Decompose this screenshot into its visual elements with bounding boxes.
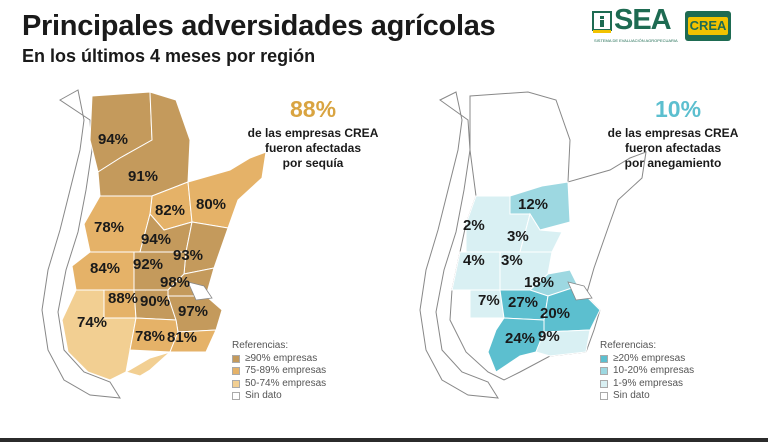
legend-label: ≥90% empresas <box>245 352 318 364</box>
flood-stat-value: 10% <box>655 96 702 122</box>
drought-label-11: 90% <box>140 293 170 310</box>
flood-label-3: 4% <box>463 252 485 269</box>
drought-label-10: 88% <box>108 290 138 307</box>
flood-label-4: 3% <box>501 252 523 269</box>
legend-label: 10-20% empresas <box>613 365 695 376</box>
sea-logo-text: SEA <box>614 4 672 36</box>
flood-stat-line: de las empresas CREA <box>607 126 739 140</box>
drought-label-13: 74% <box>77 314 107 331</box>
crea-logo: CREA <box>685 11 731 41</box>
legend-swatch <box>600 354 608 363</box>
drought-map-outline <box>41 89 121 399</box>
flood-label-7: 27% <box>508 294 538 311</box>
sea-logo-tagline: SISTEMA DE EVALUACIÓN AGROPECUARIA <box>594 38 678 43</box>
drought-label-1: 91% <box>128 168 158 185</box>
drought-legend-item: 50-74% empresas <box>232 378 326 391</box>
flood-legend-title: Referencias: <box>600 340 657 351</box>
drought-river-bay <box>187 281 213 301</box>
crea-logo-text: CREA <box>688 17 728 35</box>
page-subtitle: En los últimos 4 meses por región <box>22 46 316 66</box>
legend-swatch <box>600 392 608 401</box>
flood-label-6: 7% <box>478 292 500 309</box>
drought-label-4: 78% <box>94 219 124 236</box>
flood-label-8: 20% <box>540 305 570 322</box>
drought-region-15 <box>169 329 217 353</box>
drought-label-15: 81% <box>167 329 197 346</box>
flood-map-outline-west <box>419 91 499 399</box>
drought-legend-title: Referencias: <box>232 340 289 351</box>
flood-stat-line: por anegamiento <box>624 156 722 170</box>
legend-label: Sin dato <box>613 390 650 401</box>
legend-swatch <box>232 367 240 376</box>
legend-label: ≥20% empresas <box>613 352 686 364</box>
drought-label-9: 98% <box>160 274 190 291</box>
flood-river-bay <box>567 281 593 301</box>
flood-label-9: 24% <box>505 330 535 347</box>
flood-label-5: 18% <box>524 274 554 291</box>
flood-region-10 <box>535 329 591 357</box>
drought-stat-line: de las empresas CREA <box>247 126 379 140</box>
flood-label-2: 3% <box>507 228 529 245</box>
drought-label-2: 82% <box>155 202 185 219</box>
legend-swatch <box>232 354 240 363</box>
flood-label-0: 12% <box>518 196 548 213</box>
page-title: Principales adversidades agrícolas <box>22 10 496 42</box>
flood-stat-description: de las empresas CREA fueron afectadas po… <box>588 126 758 171</box>
flood-stat-line: fueron afectadas <box>624 141 722 155</box>
drought-label-14: 78% <box>135 328 165 345</box>
drought-stat-line: fueron afectadas <box>264 141 362 155</box>
legend-swatch <box>600 367 608 376</box>
legend-swatch <box>232 379 240 388</box>
flood-legend-item: 10-20% empresas <box>600 365 694 378</box>
drought-legend-item: Sin dato <box>232 390 326 403</box>
flood-legend-item: Sin dato <box>600 390 694 403</box>
flood-label-10: 9% <box>538 328 560 345</box>
drought-legend-item: 75-89% empresas <box>232 365 326 378</box>
flood-label-1: 2% <box>463 217 485 234</box>
drought-label-6: 93% <box>173 247 203 264</box>
drought-stat-line: por sequía <box>282 156 344 170</box>
drought-label-7: 84% <box>90 260 120 277</box>
drought-label-3: 80% <box>196 196 226 213</box>
drought-legend-item: ≥90% empresas <box>232 353 326 366</box>
drought-label-8: 92% <box>133 256 163 273</box>
drought-label-0: 94% <box>98 131 128 148</box>
legend-swatch <box>232 392 240 401</box>
flood-legend-item: ≥20% empresas <box>600 353 694 366</box>
legend-label: Sin dato <box>245 390 282 401</box>
bottom-border <box>0 438 768 442</box>
drought-map <box>41 89 267 399</box>
drought-label-12: 97% <box>178 303 208 320</box>
legend-swatch <box>600 379 608 388</box>
drought-legend: Referencias: ≥90% empresas 75-89% empres… <box>232 340 326 403</box>
flood-map <box>419 91 647 399</box>
flood-region-2 <box>519 212 563 253</box>
drought-stat-value: 88% <box>290 96 337 122</box>
drought-label-5: 94% <box>141 231 171 248</box>
drought-stat-description: de las empresas CREA fueron afectadas po… <box>228 126 398 171</box>
legend-label: 1-9% empresas <box>613 377 684 389</box>
legend-label: 50-74% empresas <box>245 377 327 389</box>
sea-mark-icon <box>592 11 612 33</box>
flood-region-9 <box>487 317 545 373</box>
flood-legend: Referencias: ≥20% empresas 10-20% empres… <box>600 340 694 403</box>
drought-region-tail <box>124 351 171 377</box>
sea-logo: SEA SISTEMA DE EVALUACIÓN AGROPECUARIA <box>592 4 678 44</box>
flood-legend-item: 1-9% empresas <box>600 378 694 391</box>
legend-label: 75-89% empresas <box>245 365 327 376</box>
